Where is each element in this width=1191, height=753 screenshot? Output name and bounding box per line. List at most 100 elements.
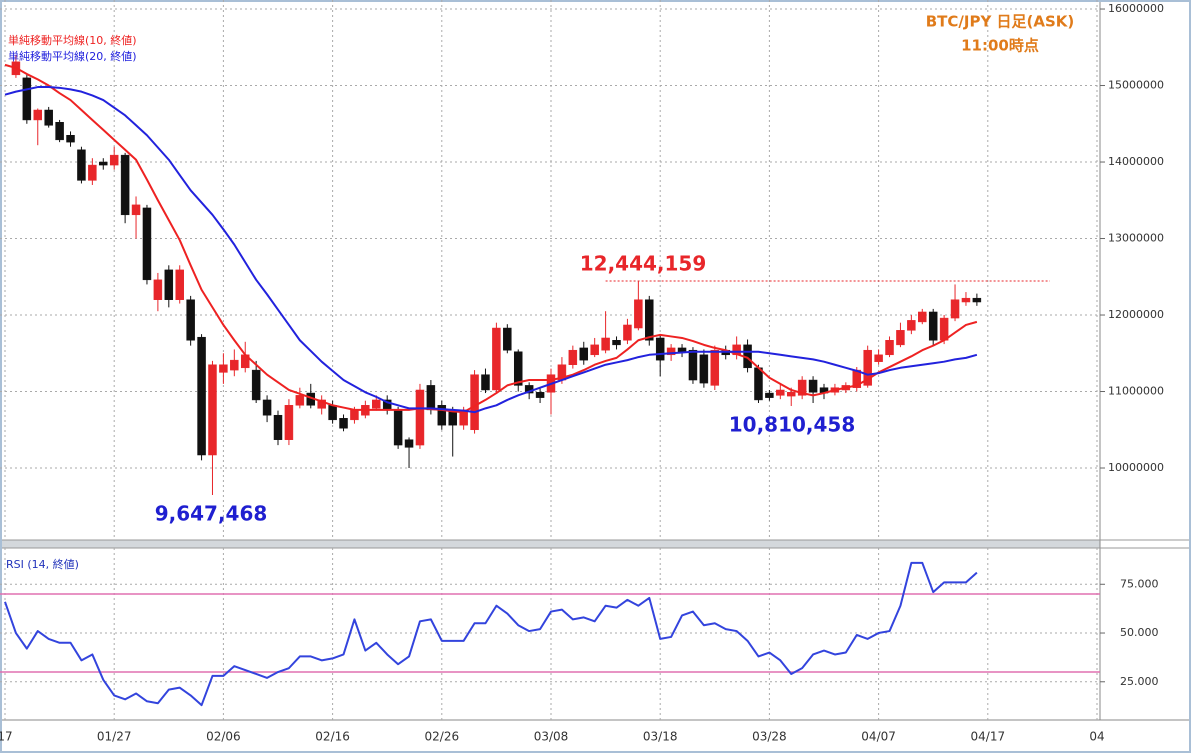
candle-body bbox=[503, 327, 512, 351]
candle-body bbox=[109, 154, 119, 166]
y-tick-label: 15000000 bbox=[1108, 79, 1164, 92]
x-tick-label: 02/06 bbox=[206, 730, 241, 744]
candle-body bbox=[66, 134, 75, 143]
candle-body bbox=[415, 389, 425, 446]
candle-body bbox=[797, 379, 807, 396]
candle-body bbox=[666, 347, 676, 356]
candle-body bbox=[568, 349, 578, 365]
candle-body bbox=[328, 405, 337, 421]
annotation-label: 12,444,159 bbox=[580, 252, 707, 276]
candle-body bbox=[208, 364, 217, 456]
candle-body bbox=[918, 311, 927, 323]
candle-body bbox=[186, 299, 195, 341]
candle-body bbox=[437, 405, 447, 426]
candle-body bbox=[197, 336, 206, 456]
candle-body bbox=[655, 337, 665, 361]
candle-body bbox=[120, 154, 130, 216]
candle-body bbox=[219, 364, 228, 373]
y-tick-label: 25.000 bbox=[1120, 675, 1159, 688]
x-tick-label: 03/28 bbox=[752, 730, 787, 744]
legend-label: 単純移動平均線(10, 終値) bbox=[8, 33, 137, 47]
candle-body bbox=[765, 392, 774, 398]
candle-body bbox=[44, 109, 53, 126]
candle-body bbox=[535, 392, 545, 398]
y-tick-label: 75.000 bbox=[1120, 577, 1159, 590]
chart-subtitle: 11:00時点 bbox=[961, 37, 1039, 55]
legend-label: 単純移動平均線(20, 終値) bbox=[8, 49, 137, 63]
candle-body bbox=[492, 327, 501, 391]
x-tick-label: 04/17 bbox=[971, 730, 1006, 744]
candle-body bbox=[295, 395, 305, 406]
candle-body bbox=[950, 299, 960, 319]
candle-body bbox=[142, 207, 152, 281]
y-tick-label: 11000000 bbox=[1108, 385, 1164, 398]
candle-body bbox=[699, 354, 709, 384]
panel-gap bbox=[0, 540, 1100, 548]
candle-body bbox=[896, 330, 905, 346]
annotation-label: 10,810,458 bbox=[729, 413, 856, 437]
candle-body bbox=[601, 337, 610, 351]
y-tick-label: 12000000 bbox=[1108, 308, 1164, 321]
x-tick-label: 03/08 bbox=[534, 730, 569, 744]
candle-body bbox=[251, 369, 261, 401]
x-tick-label: 01/27 bbox=[97, 730, 132, 744]
x-tick-label: 04 bbox=[1089, 730, 1104, 744]
candle-body bbox=[284, 405, 294, 440]
candle-body bbox=[404, 439, 414, 448]
y-tick-label: 13000000 bbox=[1108, 232, 1164, 245]
candle-body bbox=[885, 340, 894, 356]
y-tick-label: 14000000 bbox=[1108, 155, 1164, 168]
candle-body bbox=[262, 399, 272, 416]
candle-body bbox=[939, 317, 949, 341]
candle-body bbox=[808, 379, 818, 393]
x-tick-label: 17 bbox=[0, 730, 13, 744]
candle-body bbox=[153, 279, 163, 300]
candle-body bbox=[907, 320, 916, 331]
plot-layer: 17 01/27 02/06 02/16 02/26 03/08 03/18 03/28 04/… bbox=[0, 0, 1164, 744]
candle-body bbox=[863, 349, 872, 386]
candle-body bbox=[230, 359, 239, 371]
candle-body bbox=[77, 149, 86, 181]
moving-average-line bbox=[4, 63, 978, 414]
candle-body bbox=[481, 374, 490, 391]
candle-body bbox=[623, 324, 632, 341]
candle-body bbox=[426, 385, 436, 411]
candle-body bbox=[33, 109, 43, 121]
rsi-line bbox=[4, 561, 978, 707]
candle-body bbox=[513, 351, 523, 386]
candle-body bbox=[634, 299, 643, 329]
chart-title: BTC/JPY 日足(ASK) bbox=[926, 13, 1075, 31]
candle-body bbox=[99, 161, 108, 166]
candle-body bbox=[786, 392, 796, 397]
candle-body bbox=[612, 340, 621, 346]
x-tick-label: 02/16 bbox=[315, 730, 350, 744]
x-tick-label: 04/07 bbox=[861, 730, 896, 744]
candle-body bbox=[393, 409, 403, 446]
y-tick-label: 10000000 bbox=[1108, 461, 1164, 474]
candle-body bbox=[961, 297, 971, 303]
candle-body bbox=[874, 354, 883, 362]
candle-body bbox=[928, 311, 938, 341]
candle-body bbox=[590, 344, 599, 356]
candle-body bbox=[776, 389, 785, 396]
candle-body bbox=[131, 204, 141, 216]
moving-average-line bbox=[4, 86, 978, 414]
candle-body bbox=[645, 299, 654, 341]
x-tick-label: 03/18 bbox=[643, 730, 678, 744]
candle-body bbox=[164, 269, 174, 300]
candle-body bbox=[22, 77, 32, 121]
candle-body bbox=[372, 399, 381, 409]
candle-body bbox=[339, 418, 348, 429]
y-tick-label: 16000000 bbox=[1108, 2, 1164, 15]
candle-body bbox=[579, 347, 589, 361]
candle-body bbox=[710, 349, 720, 386]
rsi-title: RSI (14, 終値) bbox=[6, 557, 79, 571]
candle-body bbox=[350, 409, 359, 421]
candle-body bbox=[688, 349, 698, 381]
candle-body bbox=[677, 347, 687, 352]
x-tick-label: 02/26 bbox=[425, 730, 460, 744]
y-tick-label: 50.000 bbox=[1120, 626, 1159, 639]
